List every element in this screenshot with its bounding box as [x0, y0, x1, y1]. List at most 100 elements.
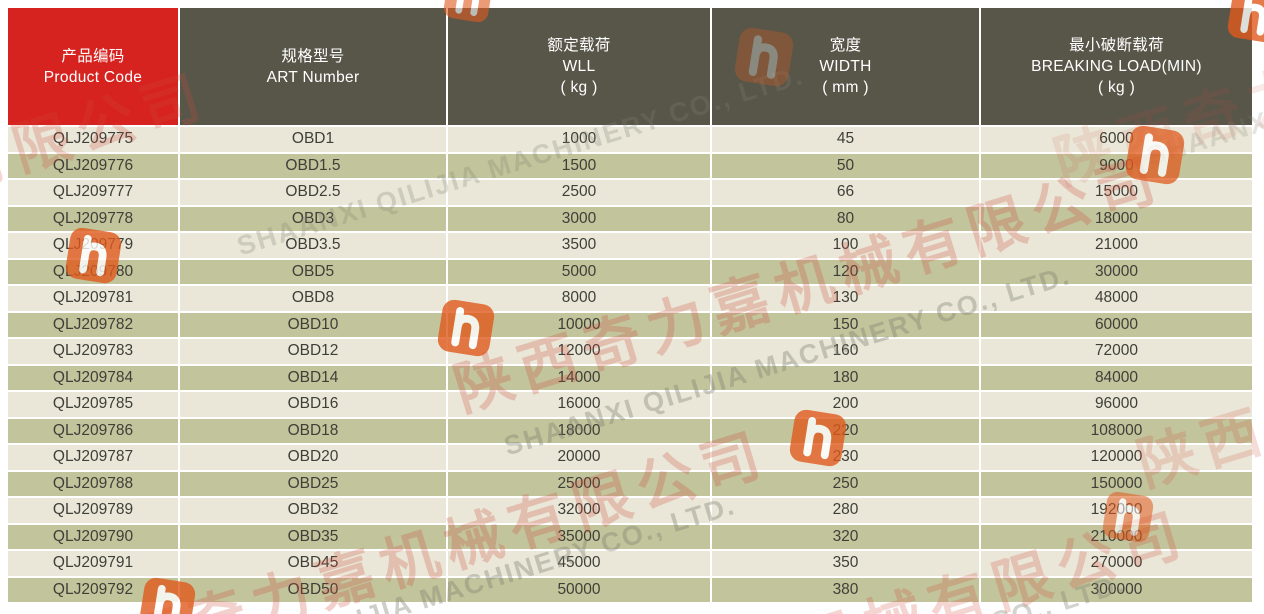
cell-art_number: OBD32 — [180, 498, 446, 523]
cell-product_code: QLJ209775 — [8, 127, 178, 152]
cell-art_number: OBD3 — [180, 206, 446, 231]
cell-width: 280 — [712, 498, 979, 523]
column-header-art_number: 规格型号 ART Number — [180, 8, 446, 125]
cell-product_code: QLJ209790 — [8, 524, 178, 549]
cell-product_code: QLJ209779 — [8, 233, 178, 258]
cell-product_code: QLJ209784 — [8, 365, 178, 390]
cell-wll: 35000 — [448, 524, 710, 549]
cell-breaking_load: 270000 — [981, 551, 1252, 576]
column-header-width-zh: 宽度 — [829, 37, 862, 54]
cell-breaking_load: 210000 — [981, 524, 1252, 549]
cell-breaking_load: 18000 — [981, 206, 1252, 231]
cell-breaking_load: 72000 — [981, 339, 1252, 364]
cell-product_code: QLJ209789 — [8, 498, 178, 523]
cell-wll: 5000 — [448, 259, 710, 284]
cell-width: 180 — [712, 365, 979, 390]
table-row: QLJ209791 OBD45 45000 350 270000 — [8, 551, 1256, 576]
column-header-wll-en: WLL — [562, 58, 596, 75]
table-row: QLJ209785 OBD16 16000 200 96000 — [8, 392, 1256, 417]
column-header-width-unit: ( mm ) — [822, 79, 869, 96]
cell-product_code: QLJ209776 — [8, 153, 178, 178]
cell-width: 350 — [712, 551, 979, 576]
table-row: QLJ209787 OBD20 20000 230 120000 — [8, 445, 1256, 470]
table-row: QLJ209775 OBD1 1000 45 6000 — [8, 127, 1256, 152]
cell-product_code: QLJ209792 — [8, 577, 178, 602]
cell-product_code: QLJ209788 — [8, 471, 178, 496]
cell-product_code: QLJ209785 — [8, 392, 178, 417]
cell-width: 130 — [712, 286, 979, 311]
column-header-wll-zh: 额定载荷 — [547, 37, 611, 54]
table-row: QLJ209777 OBD2.5 2500 66 15000 — [8, 180, 1256, 205]
cell-breaking_load: 21000 — [981, 233, 1252, 258]
cell-product_code: QLJ209791 — [8, 551, 178, 576]
cell-art_number: OBD12 — [180, 339, 446, 364]
cell-wll: 16000 — [448, 392, 710, 417]
cell-breaking_load: 108000 — [981, 418, 1252, 443]
column-header-wll: 额定载荷 WLL ( kg ) — [448, 8, 710, 125]
cell-width: 100 — [712, 233, 979, 258]
cell-width: 320 — [712, 524, 979, 549]
table-row: QLJ209776 OBD1.5 1500 50 9000 — [8, 153, 1256, 178]
column-header-art_number-zh: 规格型号 — [281, 47, 345, 65]
column-header-product_code: 产品编码 Product Code — [8, 8, 178, 125]
cell-art_number: OBD18 — [180, 418, 446, 443]
cell-breaking_load: 9000 — [981, 153, 1252, 178]
cell-art_number: OBD25 — [180, 471, 446, 496]
column-header-art_number-en: ART Number — [266, 68, 360, 86]
cell-art_number: OBD35 — [180, 524, 446, 549]
cell-art_number: OBD8 — [180, 286, 446, 311]
cell-wll: 3500 — [448, 233, 710, 258]
cell-art_number: OBD10 — [180, 312, 446, 337]
cell-art_number: OBD1.5 — [180, 153, 446, 178]
table-row: QLJ209784 OBD14 14000 180 84000 — [8, 365, 1256, 390]
table-row: QLJ209781 OBD8 8000 130 48000 — [8, 286, 1256, 311]
cell-width: 230 — [712, 445, 979, 470]
cell-wll: 20000 — [448, 445, 710, 470]
table-row: QLJ209786 OBD18 18000 220 108000 — [8, 418, 1256, 443]
column-header-wll-unit: ( kg ) — [560, 79, 598, 96]
cell-width: 150 — [712, 312, 979, 337]
cell-wll: 2500 — [448, 180, 710, 205]
cell-breaking_load: 15000 — [981, 180, 1252, 205]
cell-wll: 18000 — [448, 418, 710, 443]
cell-wll: 12000 — [448, 339, 710, 364]
cell-wll: 1000 — [448, 127, 710, 152]
table-header-row: 产品编码 Product Code 规格型号 ART Number 额定载荷 WLL ( k… — [8, 8, 1256, 125]
cell-breaking_load: 30000 — [981, 259, 1252, 284]
column-header-breaking_load: 最小破断载荷 BREAKING LOAD(MIN) ( kg ) — [981, 8, 1252, 125]
cell-art_number: OBD3.5 — [180, 233, 446, 258]
column-header-breaking_load-en: BREAKING LOAD(MIN) — [1031, 58, 1202, 75]
table-row: QLJ209779 OBD3.5 3500 100 21000 — [8, 233, 1256, 258]
cell-width: 66 — [712, 180, 979, 205]
cell-art_number: OBD20 — [180, 445, 446, 470]
cell-wll: 14000 — [448, 365, 710, 390]
cell-wll: 50000 — [448, 577, 710, 602]
cell-width: 220 — [712, 418, 979, 443]
cell-art_number: OBD2.5 — [180, 180, 446, 205]
cell-width: 250 — [712, 471, 979, 496]
cell-breaking_load: 6000 — [981, 127, 1252, 152]
cell-breaking_load: 120000 — [981, 445, 1252, 470]
cell-art_number: OBD16 — [180, 392, 446, 417]
cell-width: 45 — [712, 127, 979, 152]
column-header-width-en: WIDTH — [819, 58, 872, 75]
cell-wll: 25000 — [448, 471, 710, 496]
cell-product_code: QLJ209781 — [8, 286, 178, 311]
cell-wll: 8000 — [448, 286, 710, 311]
cell-width: 120 — [712, 259, 979, 284]
product-spec-table: 产品编码 Product Code 规格型号 ART Number 额定载荷 WLL ( k… — [8, 8, 1256, 602]
cell-width: 50 — [712, 153, 979, 178]
cell-wll: 32000 — [448, 498, 710, 523]
table-row: QLJ209782 OBD10 10000 150 60000 — [8, 312, 1256, 337]
cell-art_number: OBD5 — [180, 259, 446, 284]
table-row: QLJ209792 OBD50 50000 380 300000 — [8, 577, 1256, 602]
cell-breaking_load: 48000 — [981, 286, 1252, 311]
table-row: QLJ209783 OBD12 12000 160 72000 — [8, 339, 1256, 364]
cell-product_code: QLJ209780 — [8, 259, 178, 284]
table-row: QLJ209778 OBD3 3000 80 18000 — [8, 206, 1256, 231]
cell-product_code: QLJ209782 — [8, 312, 178, 337]
cell-product_code: QLJ209783 — [8, 339, 178, 364]
cell-wll: 3000 — [448, 206, 710, 231]
cell-wll: 10000 — [448, 312, 710, 337]
